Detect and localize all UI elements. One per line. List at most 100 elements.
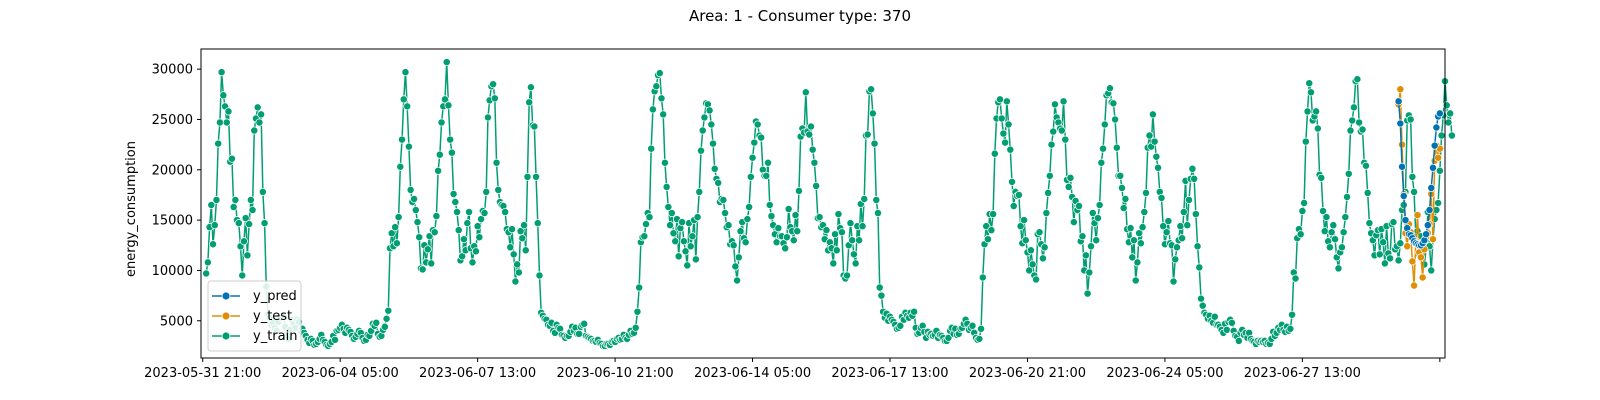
data-point-y-train bbox=[454, 226, 463, 235]
data-point-y-train bbox=[1197, 294, 1205, 303]
legend-label-y-train: y_train bbox=[253, 329, 297, 344]
data-point-y-test bbox=[1410, 281, 1419, 290]
data-point-y-train bbox=[1301, 137, 1310, 146]
data-point-y-train bbox=[1437, 131, 1446, 140]
data-point-y-train bbox=[705, 106, 714, 115]
data-point-y-train bbox=[655, 69, 664, 78]
data-point-y-train bbox=[1334, 264, 1343, 273]
data-point-y-train bbox=[822, 226, 831, 235]
data-point-y-train bbox=[829, 259, 838, 268]
data-point-y-train bbox=[1193, 242, 1202, 251]
y-tick-label: 20000 bbox=[152, 163, 193, 178]
legend-box bbox=[207, 280, 302, 352]
data-point-y-train bbox=[1157, 194, 1166, 202]
chart-title: Area: 1 - Consumer type: 370 bbox=[689, 7, 911, 25]
data-point-y-train bbox=[731, 262, 740, 271]
data-point-y-train bbox=[640, 232, 649, 241]
data-point-y-train bbox=[1322, 213, 1331, 222]
data-point-y-train bbox=[214, 139, 223, 148]
data-point-y-test bbox=[1429, 235, 1437, 244]
data-point-y-train bbox=[513, 260, 522, 269]
data-point-y-train bbox=[1362, 161, 1370, 170]
data-point-y-train bbox=[877, 291, 886, 300]
data-point-y-train bbox=[1099, 144, 1108, 153]
data-point-y-train bbox=[1298, 207, 1307, 215]
data-point-y-train bbox=[1066, 173, 1075, 182]
data-point-y-train bbox=[1145, 131, 1154, 140]
data-point-y-train bbox=[968, 321, 977, 330]
data-point-y-train bbox=[523, 172, 532, 181]
legend-label-y-test: y_test bbox=[253, 309, 292, 324]
data-point-y-train bbox=[459, 235, 468, 244]
data-point-y-test bbox=[1413, 211, 1422, 220]
data-point-y-train bbox=[870, 139, 879, 148]
data-point-y-train bbox=[1408, 172, 1417, 181]
y-tick-label: 10000 bbox=[152, 264, 193, 279]
y-axis-label: energy_consumption bbox=[124, 141, 139, 277]
data-point-y-train bbox=[700, 113, 709, 122]
data-point-y-train bbox=[688, 232, 697, 241]
data-point-y-train bbox=[1088, 209, 1097, 218]
data-point-y-train bbox=[212, 196, 221, 204]
data-point-y-train bbox=[1169, 277, 1178, 286]
data-point-y-train bbox=[413, 218, 422, 227]
data-point-y-train bbox=[392, 239, 401, 248]
data-point-y-train bbox=[867, 85, 876, 94]
data-point-y-train bbox=[449, 189, 458, 198]
data-point-y-train bbox=[719, 196, 728, 204]
data-point-y-train bbox=[1171, 255, 1180, 264]
y-tick-label: 30000 bbox=[152, 63, 193, 78]
data-point-y-train bbox=[794, 186, 803, 195]
data-point-y-train bbox=[1035, 228, 1044, 237]
data-point-y-train bbox=[224, 107, 233, 116]
data-point-y-train bbox=[391, 223, 400, 232]
data-point-y-train bbox=[1083, 289, 1092, 298]
data-point-y-train bbox=[1327, 228, 1336, 237]
data-point-y-train bbox=[750, 138, 759, 147]
data-point-y-train bbox=[1140, 208, 1149, 217]
data-point-y-test bbox=[1403, 242, 1412, 251]
legend-label-y-pred: y_pred bbox=[253, 289, 297, 304]
data-point-y-pred bbox=[1401, 216, 1410, 225]
data-point-y-pred bbox=[1427, 183, 1436, 192]
data-point-y-train bbox=[241, 214, 250, 223]
data-point-y-train bbox=[729, 241, 738, 250]
data-point-y-train bbox=[1049, 127, 1058, 136]
data-point-y-train bbox=[855, 236, 864, 245]
data-point-y-train bbox=[473, 222, 482, 231]
data-point-y-train bbox=[691, 255, 700, 264]
data-point-y-train bbox=[1173, 243, 1181, 252]
legend-item-y-test: y_test bbox=[212, 309, 292, 324]
data-point-y-train bbox=[1353, 75, 1362, 84]
data-point-y-train bbox=[1312, 107, 1321, 116]
data-point-y-train bbox=[849, 250, 858, 259]
data-point-y-train bbox=[1349, 103, 1358, 112]
data-point-y-train bbox=[1016, 222, 1025, 231]
data-point-y-train bbox=[1434, 199, 1443, 207]
data-point-y-train bbox=[1227, 318, 1236, 327]
data-point-y-train bbox=[1044, 188, 1053, 197]
series-y-pred bbox=[1394, 97, 1444, 250]
data-point-y-train bbox=[1319, 207, 1327, 215]
data-point-y-train bbox=[996, 95, 1004, 104]
data-point-y-train bbox=[1078, 232, 1087, 241]
data-point-y-train bbox=[647, 144, 656, 153]
data-point-y-train bbox=[1185, 196, 1193, 204]
data-point-y-train bbox=[815, 213, 824, 222]
data-point-y-train bbox=[480, 209, 489, 218]
data-point-y-train bbox=[714, 178, 723, 187]
data-point-y-train bbox=[427, 259, 436, 268]
data-point-y-train bbox=[808, 145, 817, 154]
data-point-y-pred bbox=[1425, 206, 1434, 214]
data-point-y-train bbox=[506, 243, 515, 252]
data-point-y-train bbox=[784, 205, 793, 213]
data-point-y-train bbox=[1427, 266, 1436, 275]
data-point-y-train bbox=[482, 187, 491, 196]
data-point-y-train bbox=[834, 210, 843, 219]
data-point-y-train bbox=[652, 82, 661, 91]
data-point-y-train bbox=[1346, 126, 1355, 135]
data-point-y-train bbox=[394, 213, 403, 222]
data-point-y-train bbox=[1038, 254, 1047, 263]
data-point-y-train bbox=[648, 105, 657, 114]
